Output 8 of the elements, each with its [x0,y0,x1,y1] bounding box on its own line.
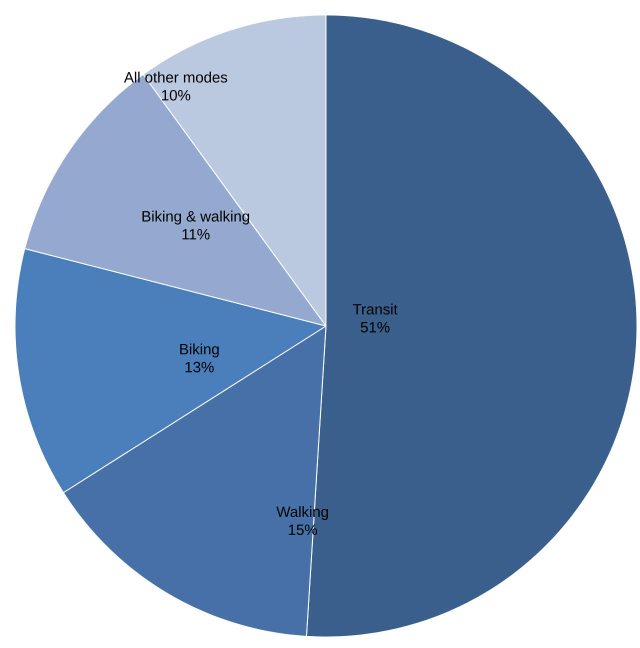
data-label: 11% [182,229,210,240]
slice-label: Biking [180,343,219,358]
data-label: 51% [360,322,390,332]
data-label: 10% [162,90,190,101]
slice-label: Biking & walking [142,210,250,225]
slice-label: Transit [352,304,398,315]
slice-label: All other modes [124,72,228,83]
data-label: 13% [186,362,214,372]
